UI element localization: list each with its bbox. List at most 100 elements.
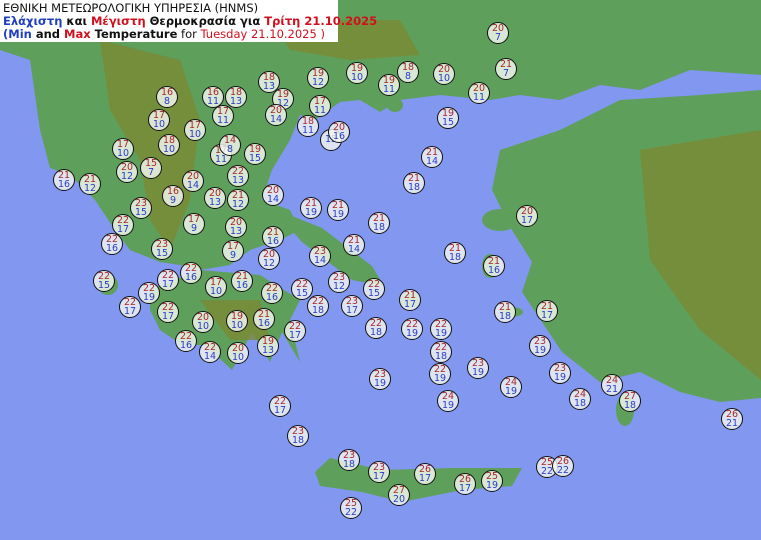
min-temp: 21 — [725, 418, 739, 429]
station-marker: 21 7 — [495, 58, 517, 80]
max-temp: 22 — [203, 341, 217, 353]
min-temp: 19 — [553, 372, 567, 383]
min-temp: 16 — [105, 243, 119, 254]
min-temp: 12 — [83, 183, 97, 194]
station-marker: 22 14 — [199, 341, 221, 363]
max-temp: 19 — [311, 67, 325, 79]
station-marker: 24 19 — [437, 390, 459, 412]
min-temp: 18 — [434, 351, 448, 362]
station-marker: 20 7 — [487, 22, 509, 44]
station-marker: 23 19 — [369, 368, 391, 390]
min-temp: 13 — [229, 226, 243, 237]
station-marker: 23 19 — [467, 357, 489, 379]
max-temp: 19 — [248, 143, 262, 155]
station-marker: 20 14 — [262, 184, 284, 206]
max-temp: 22 — [116, 214, 130, 226]
min-temp: 11 — [382, 84, 396, 95]
station-marker: 23 17 — [368, 461, 390, 483]
min-temp: 15 — [248, 153, 262, 164]
station-marker: 20 14 — [265, 104, 287, 126]
station-marker: 18 11 — [297, 115, 319, 137]
max-temp: 22 — [433, 363, 447, 375]
min-temp: 16 — [265, 292, 279, 303]
min-temp: 15 — [295, 288, 309, 299]
anatolia-mtn — [640, 130, 761, 380]
min-temp: 11 — [313, 105, 327, 116]
station-marker: 19 10 — [346, 62, 368, 84]
station-marker: 20 12 — [116, 161, 138, 183]
min-temp: 11 — [214, 154, 228, 165]
max-temp: 16 — [160, 86, 174, 98]
max-temp: 22 — [434, 318, 448, 330]
min-temp: 19 — [433, 373, 447, 384]
min-temp: 10 — [437, 73, 451, 84]
station-marker: 16 11 — [202, 86, 224, 108]
station-marker: 22 19 — [138, 282, 160, 304]
station-marker: 21 14 — [421, 146, 443, 168]
station-marker: 19 12 — [307, 67, 329, 89]
title-greek: Ελάχιστη και Μέγιστη Θερμοκρασία για Τρί… — [3, 14, 377, 28]
min-temp: 18 — [407, 182, 421, 193]
station-marker: 20 16 — [328, 121, 350, 143]
max-temp: 17 — [216, 105, 230, 117]
station-marker: 21 18 — [494, 301, 516, 323]
min-temp: 16 — [266, 236, 280, 247]
min-temp: 14 — [313, 255, 327, 266]
min-temp: 9 — [190, 223, 198, 234]
min-temp: 11 — [301, 125, 315, 136]
max-temp: 22 — [179, 330, 193, 342]
max-temp: 23 — [533, 335, 547, 347]
station-marker: 20 13 — [204, 187, 226, 209]
max-temp: 21 — [540, 300, 554, 312]
lesvos — [482, 209, 518, 231]
station-marker: 21 17 — [536, 300, 558, 322]
station-marker: 26 22 — [552, 455, 574, 477]
min-temp: 14 — [186, 180, 200, 191]
max-temp: 26 — [458, 473, 472, 485]
min-temp: 17 — [273, 405, 287, 416]
station-marker: 21 16 — [53, 169, 75, 191]
min-temp: 10 — [116, 148, 130, 159]
max-temp: 23 — [471, 357, 485, 369]
station-marker: 19 13 — [257, 335, 279, 357]
title-segment: for — [177, 27, 201, 41]
station-marker: 22 17 — [157, 269, 179, 291]
max-temp: 17 — [116, 138, 130, 150]
station-marker: 14 8 — [219, 134, 241, 156]
min-temp: 16 — [332, 131, 346, 142]
station-marker: 21 16 — [253, 308, 275, 330]
station-marker: 22 19 — [429, 363, 451, 385]
max-temp: 24 — [605, 374, 619, 386]
station-marker: 22 15 — [93, 270, 115, 292]
max-temp: 14 — [223, 134, 237, 146]
max-temp: 18 — [301, 115, 315, 127]
station-marker: 19 10 — [226, 310, 248, 332]
max-temp: 23 — [553, 362, 567, 374]
min-temp: 10 — [196, 321, 210, 332]
min-temp: 18 — [291, 435, 305, 446]
station-marker: 21 12 — [227, 189, 249, 211]
min-temp: 14 — [203, 351, 217, 362]
max-temp: 21 — [487, 255, 501, 267]
station-marker: 16 8 — [156, 86, 178, 108]
min-temp: 10 — [231, 352, 245, 363]
min-temp: 9 — [229, 250, 237, 261]
max-temp: 22 — [369, 317, 383, 329]
min-temp: 18 — [623, 400, 637, 411]
min-temp: 7 — [147, 167, 155, 178]
station-marker: 16 9 — [162, 185, 184, 207]
min-temp: 12 — [332, 281, 346, 292]
min-temp: 18 — [498, 311, 512, 322]
max-temp: 21 — [83, 173, 97, 185]
station-marker: 19 15 — [244, 143, 266, 165]
station-marker: 22 16 — [175, 330, 197, 352]
min-temp: 19 — [373, 378, 387, 389]
station-marker: 20 10 — [433, 63, 455, 85]
min-temp: 13 — [229, 96, 243, 107]
station-marker: 22 17 — [112, 214, 134, 236]
station-marker: 17 9 — [222, 240, 244, 262]
title-segment: Ελάχιστη — [3, 14, 63, 28]
station-marker: 20 10 — [192, 311, 214, 333]
max-temp: 20 — [269, 104, 283, 116]
